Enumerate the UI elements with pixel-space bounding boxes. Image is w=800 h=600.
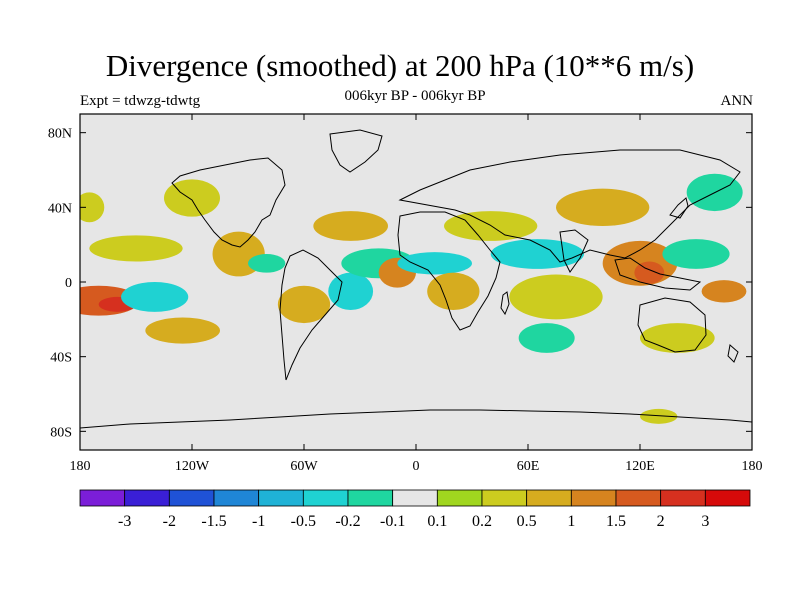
colorbar-label: 3 <box>701 513 709 530</box>
colorbar-swatch <box>436 489 483 507</box>
colorbar-swatch <box>615 489 662 507</box>
field-contour-blob <box>509 274 603 320</box>
field-contour-blob <box>277 285 331 324</box>
colorbar-swatch <box>481 489 528 507</box>
colorbar-swatch <box>392 489 438 507</box>
colorbar-label: -3 <box>118 513 131 530</box>
x-tick-label: 180 <box>742 459 763 474</box>
field-contour-blob <box>247 254 286 273</box>
field-contour-blob <box>556 188 650 226</box>
field-contour-blob <box>662 239 730 269</box>
colorbar-swatch <box>704 489 751 507</box>
field-contour-blob <box>164 179 220 217</box>
x-tick-label: 180 <box>70 459 91 474</box>
field-contour-blob <box>701 280 747 303</box>
x-tick-label: 120W <box>175 459 210 474</box>
x-tick-label: 0 <box>413 459 420 474</box>
x-tick-label: 60W <box>290 459 318 474</box>
plot-subtitle: 006kyr BP - 006kyr BP <box>344 88 486 104</box>
field-contour-blob <box>89 235 183 262</box>
field-contour-blob <box>518 323 575 353</box>
plot-title: Divergence (smoothed) at 200 hPa (10**6 … <box>105 48 695 83</box>
y-tick-label: 80N <box>48 127 72 142</box>
map-axes: 180 120W 60W 0 60E 120E 180 80N 40N 0 40S 80S <box>48 114 763 474</box>
field-contour-blob <box>427 272 480 311</box>
field-contour-blob <box>145 317 220 344</box>
colorbar-swatch <box>124 489 170 507</box>
colorbar-swatch <box>660 489 706 507</box>
y-tick-label: 40S <box>50 351 72 366</box>
colorbar-label: -1 <box>252 513 265 530</box>
colorbar-label: 1.5 <box>606 513 626 530</box>
colorbar-swatch <box>213 489 260 507</box>
colorbar-label: -0.5 <box>291 513 316 530</box>
field-contour-blob <box>121 282 189 312</box>
colorbar-swatch <box>347 489 394 507</box>
colorbar-label: 0.5 <box>517 513 537 530</box>
colorbar-label: 1 <box>567 513 575 530</box>
field-contour-blob <box>397 252 472 275</box>
colorbar-label: 2 <box>657 513 665 530</box>
colorbar-label: -0.2 <box>335 513 360 530</box>
colorbar-swatch <box>79 489 126 507</box>
colorbar: -3 -2 -1.5 -1 -0.5 -0.2 -0.1 0.1 0.2 0.5 1 1.5 2 3 <box>79 489 751 530</box>
field-contour-blob <box>634 261 665 284</box>
field-contour-blob <box>640 408 678 424</box>
y-tick-label: 0 <box>65 276 72 291</box>
coastlines <box>80 129 752 429</box>
colorbar-label: -1.5 <box>201 513 226 530</box>
colorbar-label: 0.2 <box>472 513 492 530</box>
colorbar-label: -0.1 <box>380 513 405 530</box>
field-contour-blob <box>328 272 374 311</box>
x-tick-label: 120E <box>625 459 655 474</box>
y-tick-label: 80S <box>50 425 72 440</box>
x-tick-label: 60E <box>517 459 540 474</box>
colorbar-swatch <box>570 489 617 507</box>
season-label: ANN <box>720 93 754 109</box>
colorbar-swatch <box>526 489 572 507</box>
colorbar-label: 0.1 <box>427 513 447 530</box>
colorbar-swatch <box>258 489 304 507</box>
y-tick-label: 40N <box>48 201 72 216</box>
field-contour-blob <box>313 211 388 241</box>
experiment-label: Expt = tdwzg-tdwtg <box>80 93 201 109</box>
colorbar-swatch <box>168 489 215 507</box>
field-contour-blob <box>80 192 105 223</box>
colorbar-swatch <box>302 489 349 507</box>
colorbar-label: -2 <box>163 513 176 530</box>
